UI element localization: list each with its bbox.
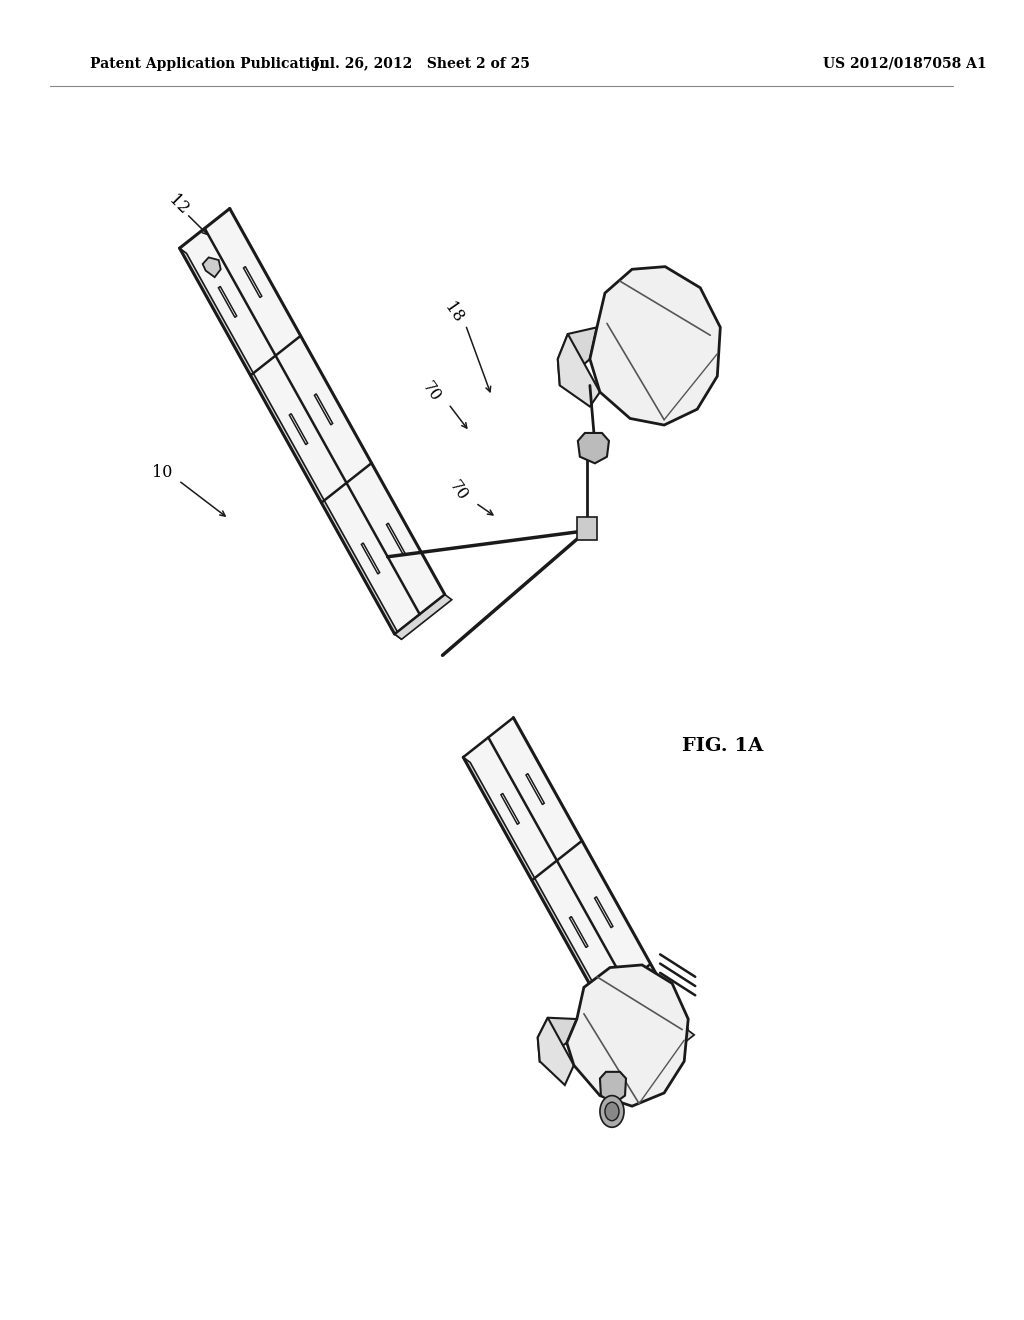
Polygon shape: [578, 433, 609, 463]
Circle shape: [600, 1096, 624, 1127]
Polygon shape: [531, 861, 626, 1003]
Polygon shape: [590, 267, 720, 425]
Polygon shape: [501, 793, 519, 825]
Polygon shape: [179, 228, 275, 375]
Text: US 2012/0187058 A1: US 2012/0187058 A1: [822, 57, 986, 71]
Polygon shape: [488, 718, 582, 861]
Polygon shape: [577, 517, 597, 540]
Polygon shape: [244, 267, 262, 297]
Text: 70: 70: [419, 379, 444, 405]
Polygon shape: [526, 774, 545, 805]
Polygon shape: [626, 964, 687, 1049]
Text: 70: 70: [445, 478, 471, 504]
Polygon shape: [637, 1030, 694, 1074]
Polygon shape: [290, 413, 307, 445]
Text: 10: 10: [153, 465, 173, 480]
Polygon shape: [538, 1018, 573, 1085]
Polygon shape: [463, 758, 644, 1074]
Text: Patent Application Publication: Patent Application Publication: [90, 57, 330, 71]
Polygon shape: [394, 594, 452, 639]
Polygon shape: [538, 1018, 577, 1061]
Text: 12: 12: [165, 191, 191, 218]
Polygon shape: [569, 916, 588, 948]
Polygon shape: [623, 1011, 640, 1041]
Polygon shape: [314, 393, 333, 425]
Text: 18: 18: [440, 300, 466, 326]
Polygon shape: [205, 209, 301, 355]
Polygon shape: [558, 334, 600, 407]
Circle shape: [605, 1102, 618, 1121]
Polygon shape: [203, 257, 221, 277]
Polygon shape: [600, 983, 663, 1069]
Text: FIG. 1A: FIG. 1A: [682, 737, 763, 755]
Polygon shape: [647, 991, 666, 1022]
Polygon shape: [179, 248, 401, 639]
Polygon shape: [600, 1072, 626, 1104]
Polygon shape: [361, 543, 380, 574]
Polygon shape: [346, 463, 444, 614]
Polygon shape: [275, 335, 372, 483]
Text: 66: 66: [635, 268, 655, 284]
Polygon shape: [463, 738, 557, 880]
Text: Jul. 26, 2012   Sheet 2 of 25: Jul. 26, 2012 Sheet 2 of 25: [313, 57, 529, 71]
Polygon shape: [218, 286, 237, 317]
Polygon shape: [322, 483, 420, 634]
Polygon shape: [386, 523, 404, 554]
Polygon shape: [595, 896, 613, 928]
Polygon shape: [557, 841, 650, 983]
Text: 28: 28: [659, 1053, 680, 1069]
Polygon shape: [558, 327, 597, 385]
Polygon shape: [567, 965, 688, 1106]
Polygon shape: [251, 355, 346, 503]
